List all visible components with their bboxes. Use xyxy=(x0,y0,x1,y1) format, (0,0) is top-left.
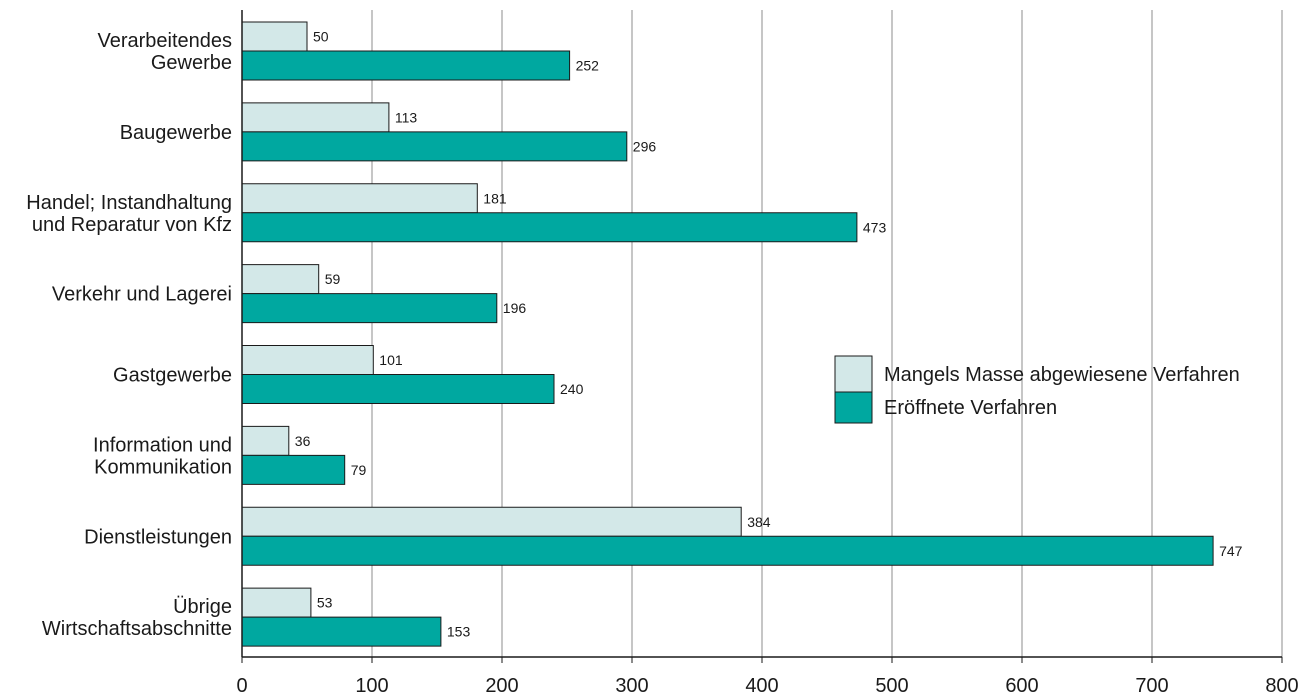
bar-abgewiesen xyxy=(241,21,308,52)
category-label: Verarbeitendes xyxy=(97,30,232,52)
data-label: 196 xyxy=(503,300,527,316)
data-label: 384 xyxy=(747,514,771,530)
bar-abgewiesen xyxy=(241,425,290,456)
category-label: Information und xyxy=(93,434,232,456)
data-label: 240 xyxy=(560,381,584,397)
x-tick-label: 600 xyxy=(1005,675,1038,697)
legend-label-series-2: Eröffnete Verfahren xyxy=(884,397,1057,419)
legend-swatch-series-2 xyxy=(834,391,873,424)
category-label: Wirtschaftsabschnitte xyxy=(42,618,232,640)
x-tick-label: 700 xyxy=(1135,675,1168,697)
bar-abgewiesen xyxy=(241,183,478,214)
x-tick-label: 0 xyxy=(236,675,247,697)
data-label: 252 xyxy=(576,58,600,74)
category-label: Gastgewerbe xyxy=(113,365,232,387)
data-label: 153 xyxy=(447,624,471,640)
category-label: Übrige xyxy=(173,596,232,618)
data-label: 59 xyxy=(325,271,341,287)
bar-eroeffnet xyxy=(241,131,628,162)
x-tick-label: 300 xyxy=(615,675,648,697)
category-label: Baugewerbe xyxy=(120,122,232,144)
bar-eroeffnet xyxy=(241,616,442,647)
bar-abgewiesen xyxy=(241,345,374,375)
bar-eroeffnet xyxy=(241,454,346,485)
data-label: 79 xyxy=(351,462,367,478)
category-label: Handel; Instandhaltung xyxy=(26,192,232,214)
bar-eroeffnet xyxy=(241,374,555,404)
category-label: Kommunikation xyxy=(94,456,232,478)
data-label: 53 xyxy=(317,595,333,611)
bar-abgewiesen xyxy=(241,264,320,295)
legend-label-series-1: Mangels Masse abgewiesene Verfahren xyxy=(884,364,1240,386)
bar-eroeffnet xyxy=(241,50,571,81)
axes xyxy=(241,10,1283,663)
data-label: 747 xyxy=(1219,543,1243,559)
legend: Mangels Masse abgewiesene Verfahren Eröf… xyxy=(834,355,1240,424)
data-label: 36 xyxy=(295,433,311,449)
x-tick-label: 800 xyxy=(1265,675,1298,697)
bar-abgewiesen xyxy=(241,587,312,618)
x-tick-label: 100 xyxy=(355,675,388,697)
data-label: 473 xyxy=(863,219,887,235)
category-label: Verkehr und Lagerei xyxy=(52,284,232,306)
grid-lines xyxy=(371,10,1283,657)
x-tick-label: 500 xyxy=(875,675,908,697)
bar-abgewiesen xyxy=(241,102,390,133)
data-label: 50 xyxy=(313,29,329,45)
bar-eroeffnet xyxy=(241,212,858,243)
bar-eroeffnet xyxy=(241,293,498,324)
bar-abgewiesen xyxy=(241,506,742,537)
data-label: 181 xyxy=(483,190,507,206)
data-label: 101 xyxy=(379,352,403,368)
x-tick-label: 200 xyxy=(485,675,518,697)
data-label: 296 xyxy=(633,138,657,154)
bars xyxy=(241,21,1214,647)
labels: 0 100 200 300 400 500 600 700 800 50 252 Verarbeite… xyxy=(26,29,1298,697)
bar-eroeffnet xyxy=(241,535,1214,566)
legend-swatch-series-1 xyxy=(834,355,873,393)
x-tick-label: 400 xyxy=(745,675,778,697)
category-label: Gewerbe xyxy=(151,52,232,74)
category-label: Dienstleistungen xyxy=(84,526,232,548)
category-label: und Reparatur von Kfz xyxy=(32,214,232,236)
data-label: 113 xyxy=(395,109,418,125)
